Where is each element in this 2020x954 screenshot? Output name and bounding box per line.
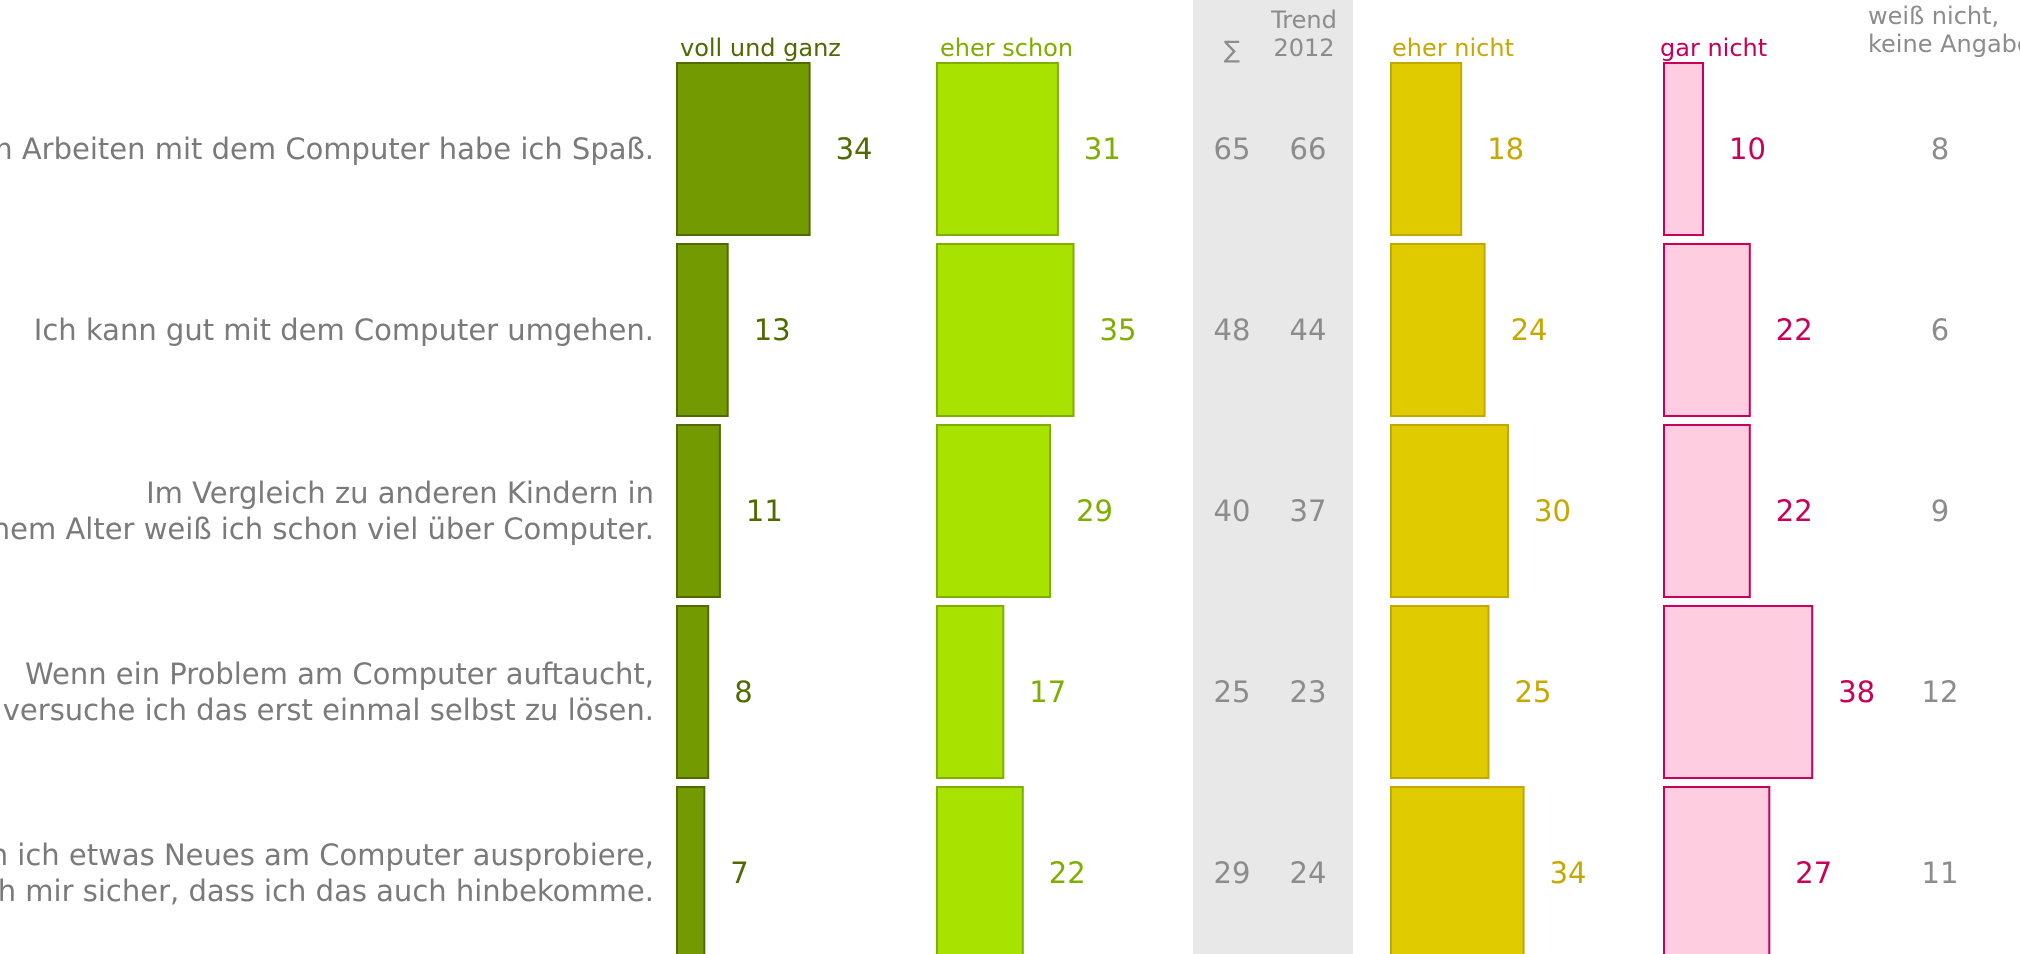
trend-value: 44 <box>1290 313 1327 347</box>
header-voll-und-ganz: voll und ganz <box>680 34 841 62</box>
bar-eher-nicht <box>1390 62 1463 236</box>
value-label-voll-und-ganz: 13 <box>754 313 791 347</box>
header-trend-line1: Trend <box>1270 6 1337 34</box>
bar-voll-und-ganz <box>676 62 811 236</box>
bar-voll-und-ganz <box>676 786 706 954</box>
statement-label: dann versuche ich das erst einmal selbst… <box>0 693 654 727</box>
bar-gar-nicht <box>1663 243 1751 417</box>
header-sum: ∑ <box>1224 36 1240 64</box>
trend-value: 24 <box>1290 856 1327 890</box>
sum-value: 40 <box>1214 494 1251 528</box>
sum-value: 48 <box>1214 313 1251 347</box>
statement-label: bin ich mir sicher, dass ich das auch hi… <box>0 874 654 908</box>
statement-label: meinem Alter weiß ich schon viel über Co… <box>0 512 654 546</box>
bar-gar-nicht <box>1663 62 1704 236</box>
header-no-answer-line2: keine Angabe <box>1868 30 2020 58</box>
bar-eher-schon <box>936 62 1059 236</box>
value-label-eher-nicht: 18 <box>1487 132 1524 166</box>
bar-gar-nicht <box>1663 605 1814 779</box>
statement-label: Ich kann gut mit dem Computer umgehen. <box>34 313 654 347</box>
column-headers: voll und ganz eher schon ∑ Trend 2012 eh… <box>680 2 2020 64</box>
no-answer-value: 11 <box>1922 856 1959 890</box>
trend-value: 66 <box>1290 132 1327 166</box>
value-label-voll-und-ganz: 7 <box>730 856 748 890</box>
no-answer-value: 6 <box>1931 313 1949 347</box>
bar-eher-schon <box>936 424 1052 598</box>
sum-value: 29 <box>1214 856 1251 890</box>
header-no-answer-line1: weiß nicht, <box>1868 2 1999 30</box>
header-trend-line2: 2012 <box>1273 34 1334 62</box>
bar-voll-und-ganz <box>676 243 729 417</box>
value-label-gar-nicht: 27 <box>1795 856 1832 890</box>
trend-value: 37 <box>1290 494 1327 528</box>
no-answer-value: 9 <box>1931 494 1949 528</box>
sum-trend-band <box>1193 0 1353 954</box>
chart-rows: Beim Arbeiten mit dem Computer habe ich … <box>0 62 1959 954</box>
bar-eher-schon <box>936 243 1075 417</box>
bar-eher-schon <box>936 605 1005 779</box>
value-label-eher-nicht: 25 <box>1515 675 1552 709</box>
statement-label: Wenn ein Problem am Computer auftaucht, <box>25 657 654 691</box>
value-label-gar-nicht: 38 <box>1838 675 1875 709</box>
header-eher-nicht: eher nicht <box>1392 34 1514 62</box>
bar-eher-schon <box>936 786 1024 954</box>
bar-eher-nicht <box>1390 424 1509 598</box>
sum-value: 65 <box>1214 132 1251 166</box>
value-label-eher-schon: 35 <box>1100 313 1137 347</box>
value-label-eher-nicht: 30 <box>1534 494 1571 528</box>
value-label-voll-und-ganz: 11 <box>746 494 783 528</box>
value-label-eher-nicht: 34 <box>1550 856 1587 890</box>
header-eher-schon: eher schon <box>940 34 1073 62</box>
statement-label: Beim Arbeiten mit dem Computer habe ich … <box>0 132 654 166</box>
statement-label: Wenn ich etwas Neues am Computer ausprob… <box>0 838 654 872</box>
statement-label: Im Vergleich zu anderen Kindern in <box>146 476 654 510</box>
value-label-voll-und-ganz: 34 <box>836 132 873 166</box>
no-answer-value: 8 <box>1931 132 1949 166</box>
value-label-eher-schon: 31 <box>1084 132 1121 166</box>
bar-eher-nicht <box>1390 786 1525 954</box>
value-label-gar-nicht: 22 <box>1776 313 1813 347</box>
bar-voll-und-ganz <box>676 424 721 598</box>
value-label-gar-nicht: 22 <box>1776 494 1813 528</box>
value-label-eher-nicht: 24 <box>1511 313 1548 347</box>
bar-gar-nicht <box>1663 786 1771 954</box>
bar-gar-nicht <box>1663 424 1751 598</box>
value-label-eher-schon: 17 <box>1029 675 1066 709</box>
value-label-voll-und-ganz: 8 <box>734 675 752 709</box>
header-gar-nicht: gar nicht <box>1660 34 1767 62</box>
sum-value: 25 <box>1214 675 1251 709</box>
no-answer-value: 12 <box>1922 675 1959 709</box>
bar-eher-nicht <box>1390 605 1490 779</box>
bar-voll-und-ganz <box>676 605 710 779</box>
bar-eher-nicht <box>1390 243 1486 417</box>
value-label-eher-schon: 29 <box>1076 494 1113 528</box>
trend-value: 23 <box>1290 675 1327 709</box>
value-label-gar-nicht: 10 <box>1729 132 1766 166</box>
value-label-eher-schon: 22 <box>1049 856 1086 890</box>
